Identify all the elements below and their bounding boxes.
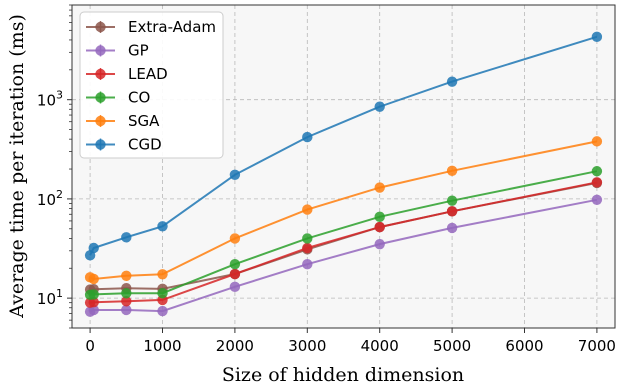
legend-label: GP bbox=[128, 42, 149, 60]
data-point bbox=[446, 165, 458, 176]
x-axis-label: Size of hidden dimension bbox=[222, 364, 464, 385]
legend-label: LEAD bbox=[128, 65, 168, 83]
legend-item: LEAD bbox=[86, 65, 168, 83]
series-gp bbox=[84, 194, 603, 317]
legend-marker bbox=[95, 115, 106, 127]
legend-marker bbox=[95, 92, 106, 103]
data-point bbox=[229, 258, 241, 270]
data-point bbox=[374, 182, 385, 193]
data-point bbox=[229, 268, 241, 280]
legend-item: GP bbox=[86, 42, 149, 60]
data-point bbox=[302, 204, 313, 215]
y-tick-label: 102 bbox=[37, 188, 63, 209]
legend-item: Extra-Adam bbox=[86, 18, 216, 36]
x-tick-label: 1000 bbox=[143, 337, 181, 355]
series-co bbox=[84, 166, 603, 301]
series-cgd bbox=[84, 31, 603, 261]
plot-frame bbox=[71, 4, 616, 329]
legend-label: SGA bbox=[128, 112, 160, 130]
data-point bbox=[591, 194, 603, 205]
data-point bbox=[302, 242, 313, 254]
data-point bbox=[302, 258, 313, 270]
data-point bbox=[446, 76, 458, 87]
y-tick-base: 10 bbox=[37, 290, 56, 308]
y-tick-exponent: 1 bbox=[56, 287, 63, 300]
data-point bbox=[88, 289, 99, 300]
legend-item: SGA bbox=[86, 112, 160, 130]
data-point bbox=[591, 136, 603, 147]
data-point bbox=[229, 169, 241, 180]
data-point bbox=[591, 177, 603, 188]
data-point bbox=[374, 238, 385, 250]
data-point bbox=[121, 270, 132, 281]
data-point bbox=[157, 269, 168, 280]
x-tick-label: 0 bbox=[85, 337, 95, 355]
legend: Extra-Adam GP LEAD CO SGA CGD bbox=[79, 11, 224, 159]
x-tick-label: 5000 bbox=[433, 337, 471, 355]
legend-box bbox=[79, 11, 224, 159]
data-point bbox=[374, 101, 385, 112]
data-point bbox=[157, 305, 168, 317]
x-tick-label: 2000 bbox=[216, 337, 254, 355]
data-point bbox=[446, 222, 458, 234]
legend-marker bbox=[95, 45, 106, 56]
y-tick-base: 10 bbox=[37, 92, 56, 110]
y-tick-exponent: 3 bbox=[56, 89, 63, 102]
data-point bbox=[374, 211, 385, 223]
data-point bbox=[157, 288, 168, 299]
data-point bbox=[157, 221, 168, 232]
data-point bbox=[88, 273, 99, 285]
y-tick-base: 10 bbox=[37, 191, 56, 209]
series-layer bbox=[84, 31, 603, 317]
x-tick-label: 6000 bbox=[505, 337, 543, 355]
data-point bbox=[121, 288, 132, 299]
data-point bbox=[229, 281, 241, 293]
data-point bbox=[446, 195, 458, 206]
legend-item: CGD bbox=[86, 136, 162, 154]
data-point bbox=[591, 31, 603, 43]
data-point bbox=[302, 233, 313, 244]
y-tick-label: 103 bbox=[37, 89, 63, 110]
x-tick-label: 7000 bbox=[578, 337, 616, 355]
data-point bbox=[591, 166, 603, 177]
legend-marker bbox=[95, 68, 106, 80]
series-sga bbox=[84, 136, 603, 285]
legend-label: CGD bbox=[128, 136, 162, 154]
legend-marker bbox=[95, 21, 106, 33]
data-point bbox=[121, 232, 132, 243]
data-point bbox=[121, 296, 132, 307]
x-tick-label: 4000 bbox=[361, 337, 399, 355]
y-tick-label: 101 bbox=[37, 287, 63, 308]
data-point bbox=[229, 233, 241, 244]
data-point bbox=[446, 206, 458, 217]
legend-item: CO bbox=[86, 89, 150, 107]
y-tick-exponent: 2 bbox=[56, 188, 63, 201]
data-point bbox=[374, 221, 385, 233]
legend-label: CO bbox=[128, 89, 150, 107]
legend-label: Extra-Adam bbox=[128, 18, 216, 36]
x-tick-label: 3000 bbox=[288, 337, 326, 355]
data-point bbox=[302, 131, 313, 143]
y-axis-label: Average time per iteration (ms) bbox=[6, 14, 28, 319]
legend-marker bbox=[95, 139, 106, 150]
data-point bbox=[121, 304, 132, 316]
data-point bbox=[88, 242, 99, 254]
